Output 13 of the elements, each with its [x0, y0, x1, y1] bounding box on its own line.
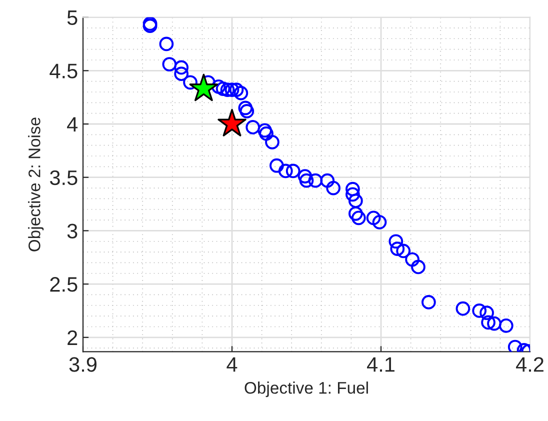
x-tick-label: 4.2	[516, 357, 544, 372]
x-tick-label: 4	[226, 357, 238, 372]
y-tick-label: 4.5	[50, 64, 78, 78]
y-tick-label: 3.5	[50, 170, 78, 186]
x-axis-title: Objective 1: Fuel	[244, 382, 368, 398]
x-tick-label: 3.9	[69, 357, 96, 372]
y-tick-label: 2.5	[50, 277, 78, 292]
y-tick-label: 5	[67, 10, 78, 26]
y-tick-label: 3	[67, 224, 78, 238]
y-axis-title: Objective 2: Noise	[28, 118, 44, 252]
y-tick-label: 4	[67, 117, 78, 132]
y-tick-label: 2	[68, 330, 78, 345]
x-tick-label: 4.1	[367, 357, 394, 372]
